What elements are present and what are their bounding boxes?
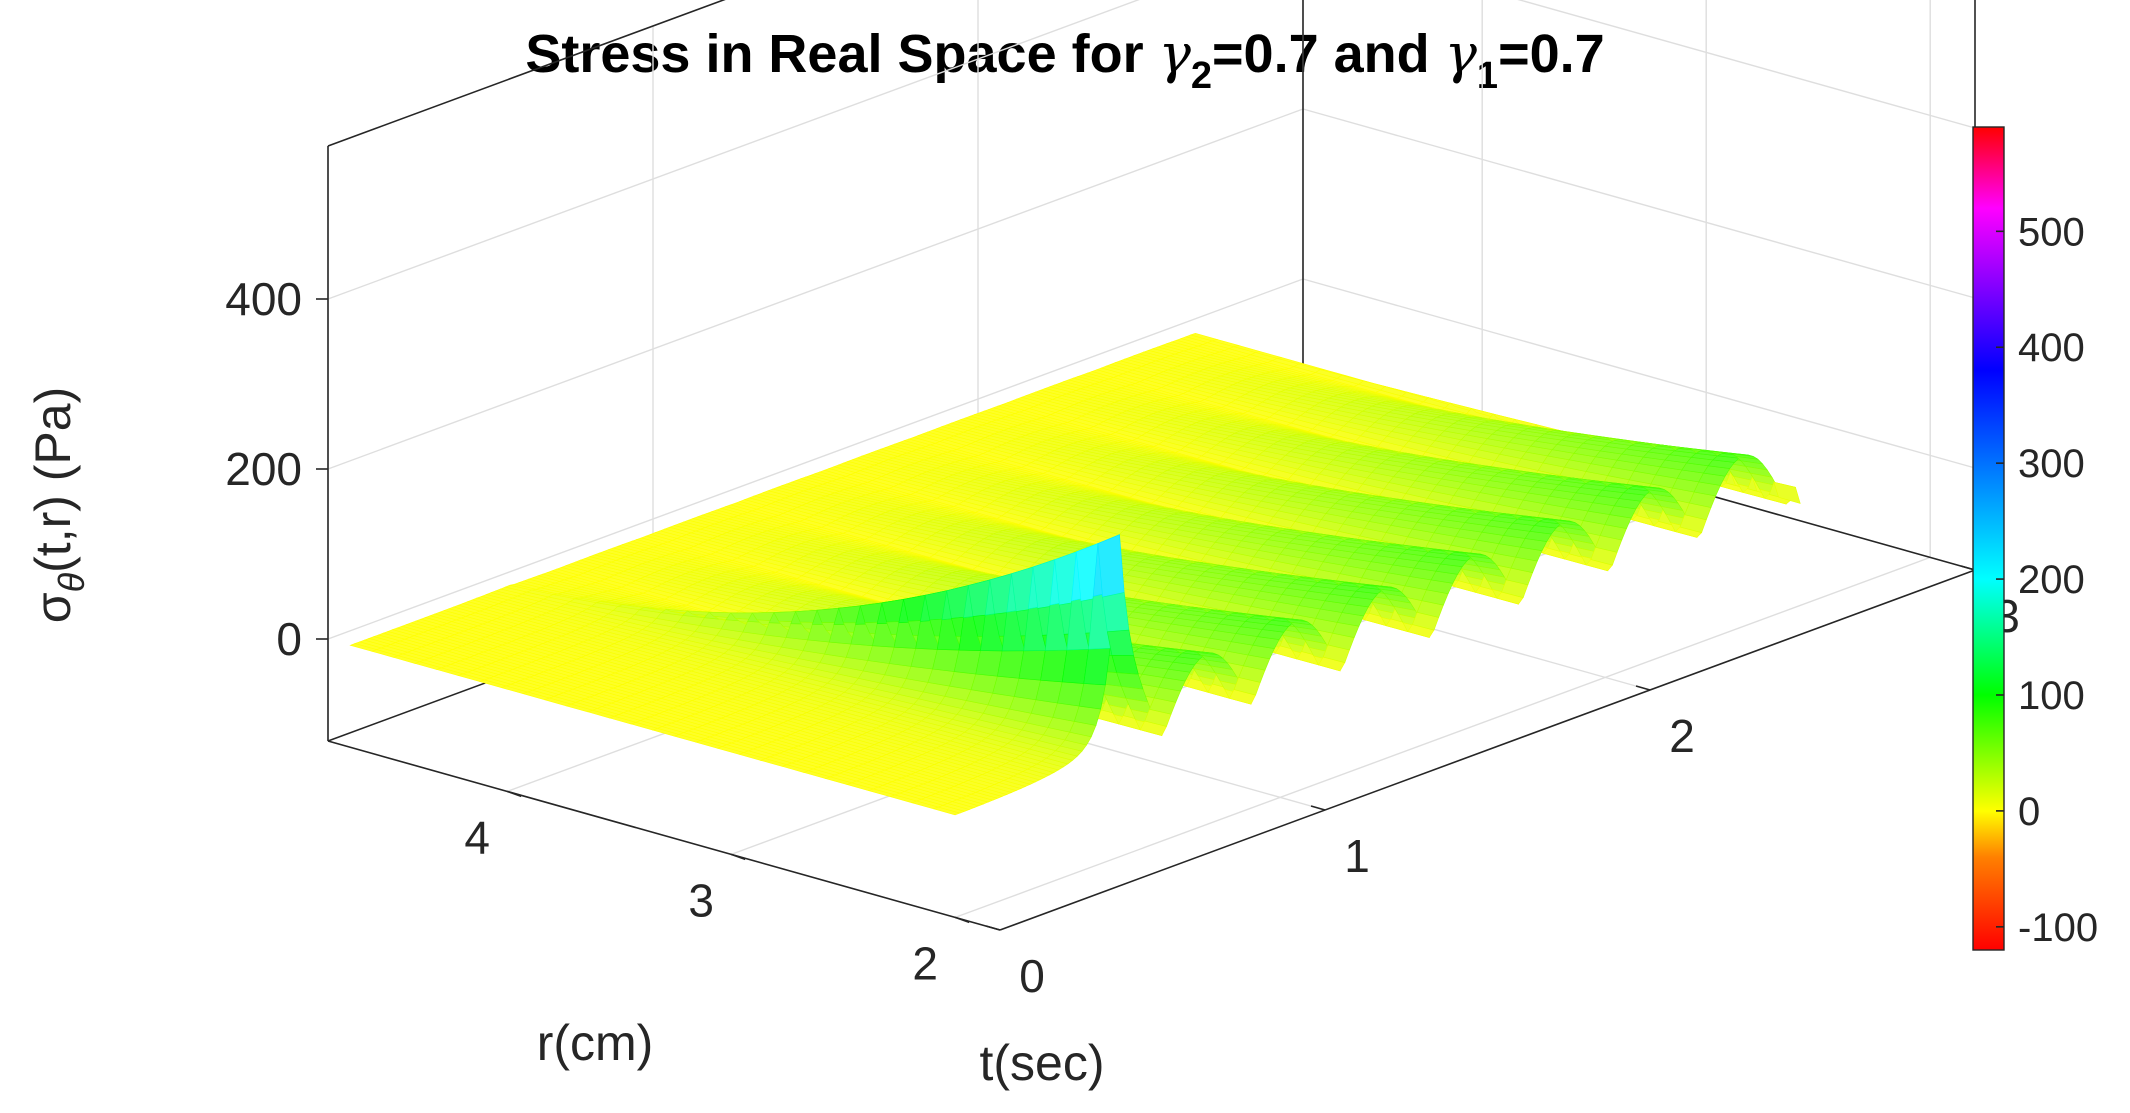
surface-layer	[349, 332, 1801, 816]
title-gamma2-subscript: 2	[1191, 55, 1212, 97]
grid-line	[327, 278, 1304, 640]
chart-title: Stress in Real Space for γ2=0.7 and γ1=0…	[525, 22, 1604, 97]
grid-line	[327, 0, 1140, 300]
surface-patch	[1078, 683, 1106, 710]
title-gamma1-subscript: 1	[1477, 55, 1498, 97]
grid-line	[954, 556, 1931, 919]
title-gamma1-symbol: γ	[1445, 22, 1478, 85]
surface-patch	[1106, 629, 1134, 657]
title-gamma1-value: =0.7	[1498, 24, 1605, 84]
grid-line	[1517, 0, 1976, 129]
grid-line	[327, 108, 1304, 470]
surface-patch	[1097, 534, 1125, 598]
grid-line	[1302, 278, 1976, 469]
title-middle: and	[1319, 24, 1445, 84]
title-gamma2-value: =0.7	[1212, 24, 1319, 84]
axes-box-edge	[327, 0, 726, 147]
surface-patch	[1083, 647, 1111, 686]
title-gamma2-symbol: γ	[1159, 22, 1192, 85]
surface-patch	[1102, 592, 1130, 633]
title-prefix: Stress in Real Space for	[525, 24, 1158, 84]
grid-line	[1302, 108, 1976, 299]
